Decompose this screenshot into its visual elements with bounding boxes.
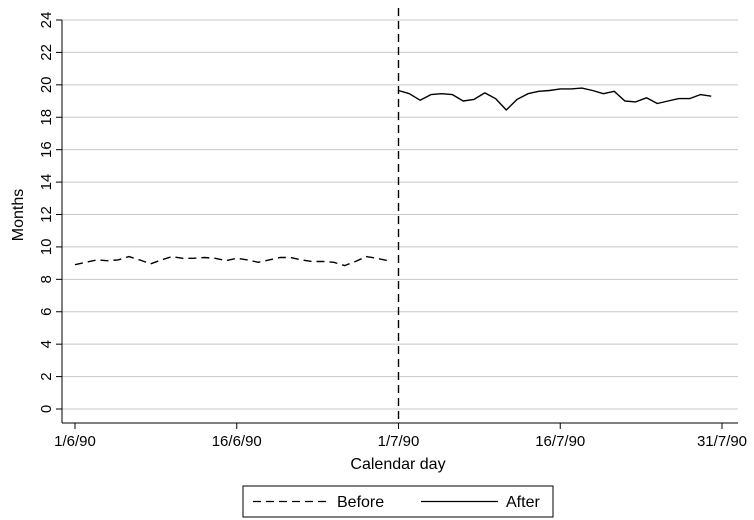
legend-label-before: Before — [337, 494, 384, 511]
x-axis-title: Calendar day — [350, 456, 445, 473]
y-tick-label-1: 2 — [38, 372, 55, 380]
y-tick-label-4: 8 — [38, 275, 55, 283]
legend: Before After — [242, 485, 554, 518]
x-tick-label-3: 16/7/90 — [535, 433, 585, 450]
y-axis-title: Months — [10, 189, 27, 241]
x-axis-ticks: 1/6/90 16/6/90 1/7/90 16/7/90 31/7/90 — [54, 423, 747, 450]
legend-box — [242, 485, 554, 518]
series-line-before — [74, 255, 388, 267]
x-tick-label-1: 16/6/90 — [212, 433, 262, 450]
axes — [61, 20, 738, 424]
y-tick-label-3: 6 — [38, 308, 55, 316]
series-line-after — [398, 87, 712, 111]
y-tick-label-6: 12 — [38, 206, 55, 223]
y-tick-label-10: 20 — [38, 76, 55, 93]
series-layer — [74, 87, 712, 267]
x-tick-label-4: 31/7/90 — [697, 433, 747, 450]
y-tick-label-12: 24 — [38, 12, 55, 29]
y-tick-label-5: 10 — [38, 239, 55, 256]
y-tick-label-7: 14 — [38, 174, 55, 191]
legend-label-after: After — [506, 494, 540, 511]
y-tick-label-9: 18 — [38, 109, 55, 126]
y-tick-label-0: 0 — [38, 405, 55, 413]
y-tick-label-2: 4 — [38, 340, 55, 348]
x-tick-label-0: 1/6/90 — [54, 433, 96, 450]
gridlines — [62, 19, 738, 410]
x-tick-label-2: 1/7/90 — [378, 433, 420, 450]
y-tick-label-11: 22 — [38, 44, 55, 61]
y-tick-label-8: 16 — [38, 141, 55, 158]
